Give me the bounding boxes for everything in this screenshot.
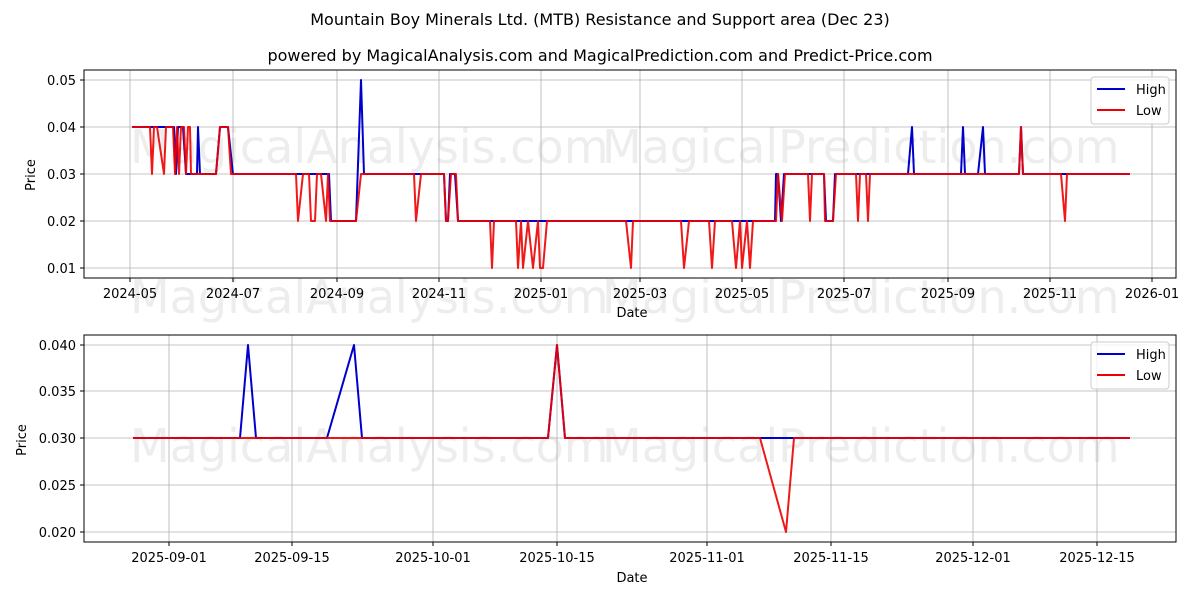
x-tick-label: 2024-05 [103, 287, 157, 302]
x-tick-label: 2025-11 [1023, 287, 1077, 302]
top-x-ticks: 2024-05 2024-07 2024-09 2024-11 2025-01 … [103, 278, 1179, 302]
y-tick-label: 0.05 [47, 74, 76, 89]
y-tick-label: 0.040 [39, 339, 76, 354]
y-tick-label: 0.02 [47, 215, 76, 230]
y-tick-label: 0.020 [39, 526, 76, 541]
x-tick-label: 2025-09-01 [131, 551, 207, 566]
y-axis-label: Price [15, 424, 30, 456]
x-tick-label: 2025-09 [921, 287, 975, 302]
bottom-chart: MagicalAnalysis.com MagicalPrediction.co… [15, 334, 1177, 586]
legend-low-label: Low [1136, 104, 1162, 119]
watermark: MagicalAnalysis.com [130, 270, 609, 324]
low-series-line [133, 344, 1130, 533]
low-series-line [132, 126, 1130, 269]
x-tick-label: 2025-05 [715, 287, 769, 302]
x-tick-label: 2025-10-15 [519, 551, 595, 566]
legend-low-label: Low [1136, 369, 1162, 384]
x-tick-label: 2025-11-01 [669, 551, 745, 566]
bottom-y-ticks: 0.020 0.025 0.030 0.035 0.040 [39, 339, 84, 541]
watermark: MagicalAnalysis.com [130, 120, 609, 174]
x-axis-label: Date [616, 571, 647, 586]
top-y-ticks: 0.01 0.02 0.03 0.04 0.05 [47, 74, 84, 277]
x-axis-label: Date [616, 306, 647, 321]
x-tick-label: 2025-01 [514, 287, 568, 302]
x-tick-label: 2026-01 [1125, 287, 1179, 302]
x-tick-label: 2025-11-15 [793, 551, 869, 566]
top-chart: MagicalAnalysis.com MagicalPrediction.co… [24, 69, 1179, 324]
chart-subtitle: powered by MagicalAnalysis.com and Magic… [267, 46, 933, 65]
watermark: MagicalPrediction.com [602, 120, 1120, 174]
x-tick-label: 2024-11 [412, 287, 466, 302]
watermark: MagicalAnalysis.com [130, 419, 609, 473]
chart-title: Mountain Boy Minerals Ltd. (MTB) Resista… [310, 10, 890, 29]
x-tick-label: 2025-12-01 [935, 551, 1011, 566]
legend-high-label: High [1136, 83, 1166, 98]
y-axis-label: Price [24, 159, 39, 191]
x-tick-label: 2025-07 [817, 287, 871, 302]
y-tick-label: 0.01 [47, 262, 76, 277]
x-tick-label: 2025-03 [613, 287, 667, 302]
y-tick-label: 0.030 [39, 432, 76, 447]
x-tick-label: 2024-07 [206, 287, 260, 302]
y-tick-label: 0.03 [47, 168, 76, 183]
legend-high-label: High [1136, 348, 1166, 363]
watermark: MagicalPrediction.com [602, 419, 1120, 473]
x-tick-label: 2024-09 [310, 287, 364, 302]
x-tick-label: 2025-12-15 [1059, 551, 1135, 566]
y-tick-label: 0.025 [39, 479, 76, 494]
y-tick-label: 0.04 [47, 121, 76, 136]
watermark: MagicalPrediction.com [602, 270, 1120, 324]
x-tick-label: 2025-09-15 [254, 551, 330, 566]
top-legend: High Low [1090, 76, 1170, 125]
bottom-legend: High Low [1090, 341, 1170, 390]
bottom-x-ticks: 2025-09-01 2025-09-15 2025-10-01 2025-10… [131, 542, 1135, 566]
x-tick-label: 2025-10-01 [395, 551, 471, 566]
y-tick-label: 0.035 [39, 385, 76, 400]
